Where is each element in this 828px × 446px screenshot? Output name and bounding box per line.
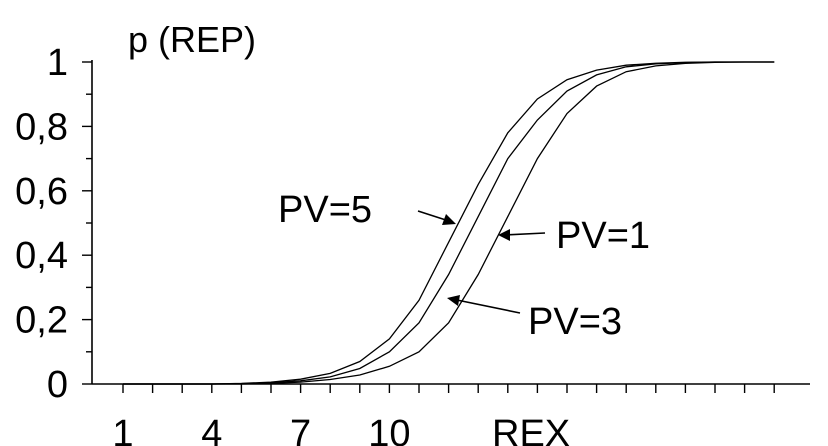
annotations: PV=5 PV=1 PV=3 [278, 189, 650, 343]
arrowhead-pv1 [498, 229, 510, 241]
annotation-pv3: PV=3 [528, 301, 622, 343]
y-tick-label-0: 0 [47, 364, 68, 406]
y-axis-title: p (REP) [128, 19, 256, 60]
tick-labels: 0 0,2 0,4 0,6 0,8 1 1 4 7 10 [15, 42, 410, 446]
y-tick-label-5: 1 [47, 42, 68, 84]
arrow-pv3 [451, 298, 521, 314]
x-tick-label-3: 10 [368, 413, 410, 446]
annotation-pv5: PV=5 [278, 189, 372, 231]
y-tick-label-3: 0,6 [15, 171, 68, 213]
annotation-pv1: PV=1 [556, 215, 650, 257]
series-lines [123, 61, 775, 385]
arrowhead-pv3 [447, 295, 460, 306]
series-line-pv1 [123, 61, 775, 385]
x-axis-title: REX [492, 413, 570, 446]
y-tick-label-4: 0,8 [15, 106, 68, 148]
x-tick-label-0: 1 [112, 413, 133, 446]
y-tick-label-2: 0,4 [15, 235, 68, 277]
y-tick-label-1: 0,2 [15, 300, 68, 342]
arrowhead-pv5 [442, 214, 456, 225]
x-tick-label-1: 4 [201, 413, 222, 446]
x-tick-label-2: 7 [290, 413, 311, 446]
ticks [82, 61, 775, 393]
